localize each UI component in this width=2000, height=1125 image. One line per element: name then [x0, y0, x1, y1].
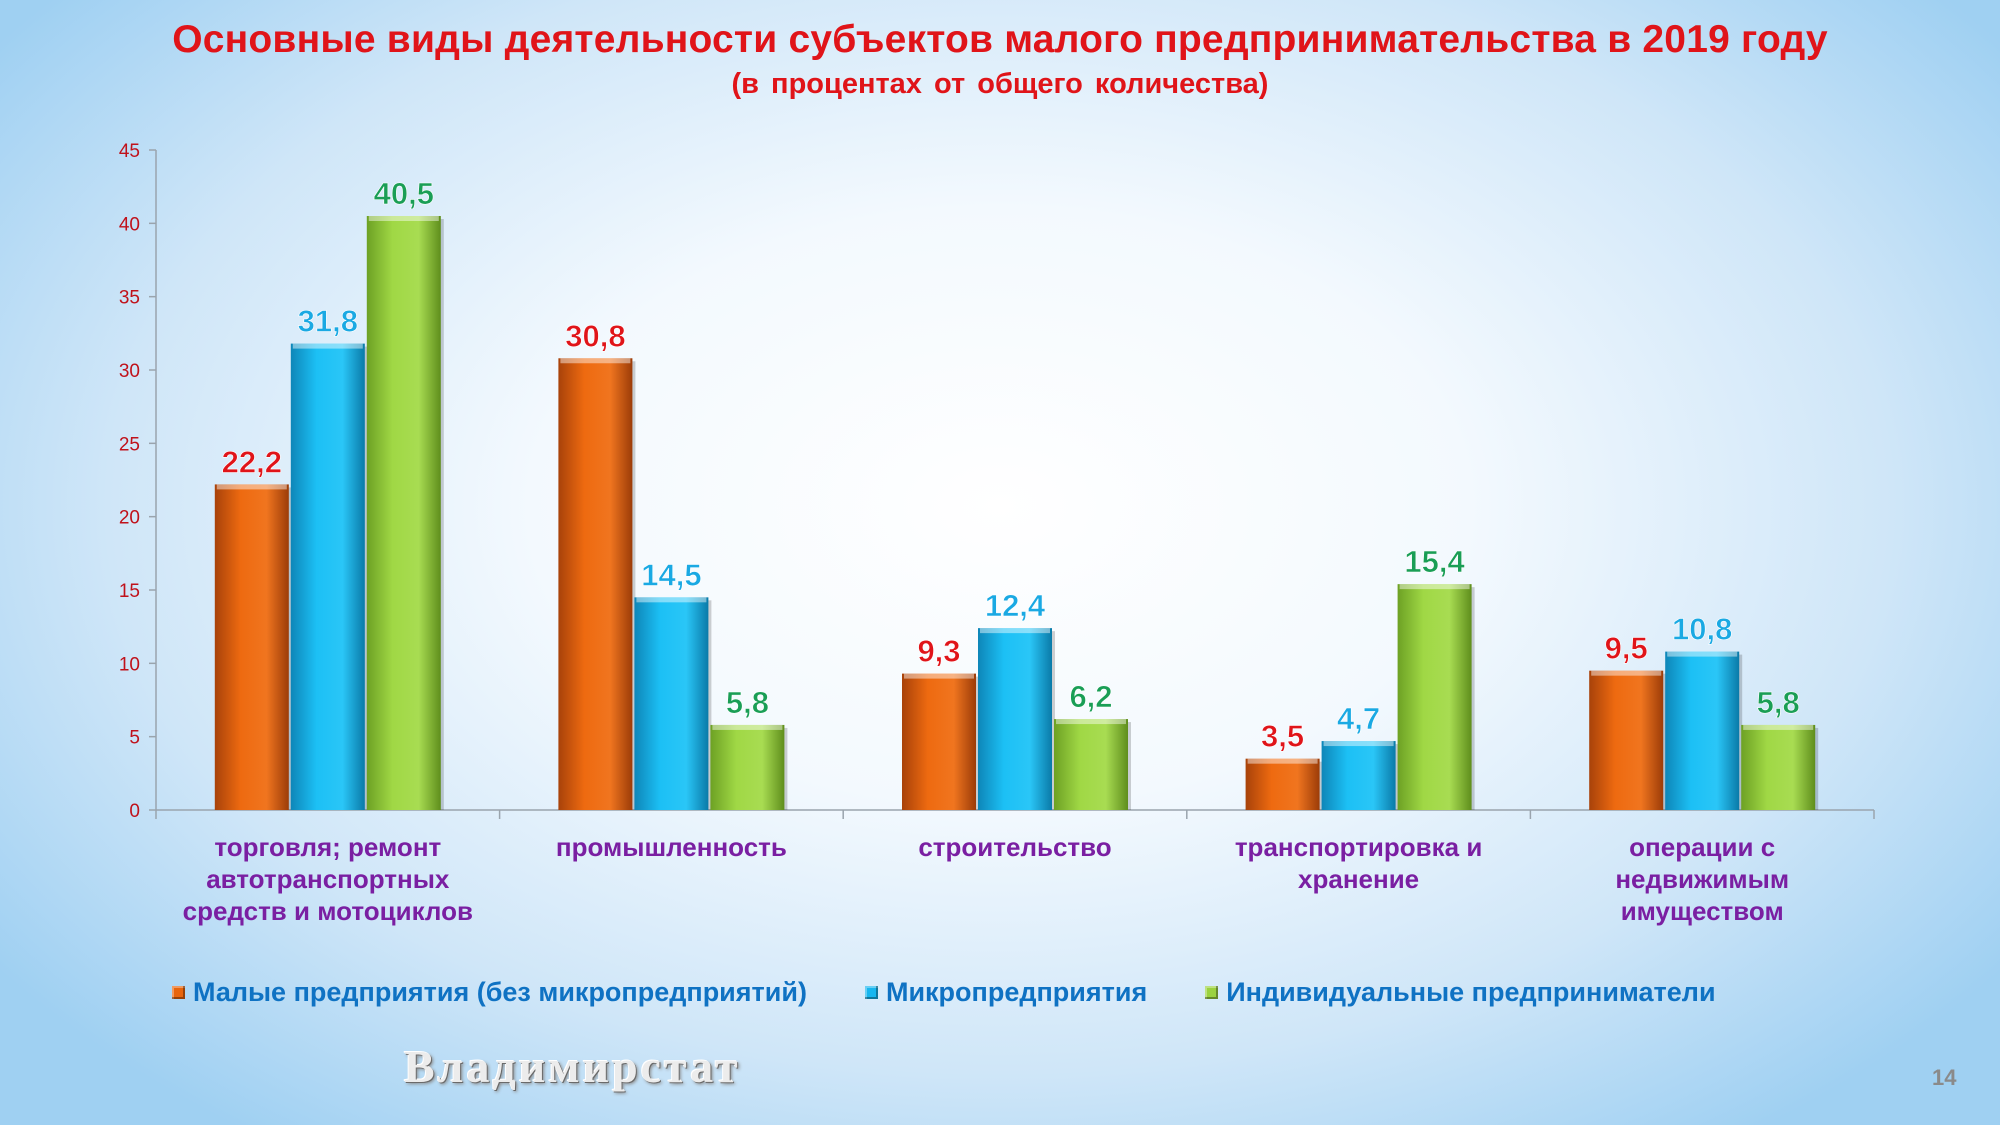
chart-title: Основные виды деятельности субъектов мал…: [172, 18, 1828, 61]
bar-top-highlight: [1743, 724, 1814, 730]
bar: [1054, 719, 1128, 810]
bar-top-highlight: [292, 343, 363, 349]
x-category-label: операции с недвижимым имуществом: [1615, 832, 1789, 926]
y-tick-label: 35: [119, 288, 140, 309]
bar-top-highlight: [560, 358, 631, 364]
bar-top-highlight: [1399, 584, 1470, 590]
bar: [1741, 724, 1816, 810]
bar-top-highlight: [1056, 719, 1126, 725]
y-tick-label: 15: [119, 581, 140, 602]
bar: [1397, 584, 1472, 810]
bar-value-label: 31,8: [298, 304, 358, 339]
bar: [1321, 741, 1396, 810]
bar: [902, 673, 976, 810]
x-category-label: строительство: [918, 832, 1111, 862]
legend-item-small-enterprises: Малые предприятия (без микропредприятий): [172, 977, 807, 1008]
x-category-label: транспортировка и хранение: [1235, 832, 1483, 894]
y-tick-label: 5: [129, 728, 140, 749]
bar-value-label: 12,4: [985, 588, 1046, 623]
bar: [558, 358, 633, 810]
bar-top-highlight: [980, 628, 1050, 634]
legend-label-micro-enterprises: Микропредприятия: [885, 976, 1148, 1007]
y-tick-label: 20: [119, 508, 140, 529]
bar-top-highlight: [368, 216, 439, 221]
bar-top-highlight: [1667, 651, 1738, 657]
legend-swatch-small-enterprises: [172, 985, 185, 999]
bar-value-label: 10,8: [1672, 612, 1732, 647]
bar: [290, 343, 365, 810]
legend-item-individual-entrepreneurs: Индивидуальные предприниматели: [1205, 976, 1716, 1008]
bar-value-label: 9,3: [917, 634, 960, 669]
bar: [1245, 758, 1320, 810]
legend-label-individual-entrepreneurs: Индивидуальные предприниматели: [1226, 976, 1716, 1007]
y-tick-label: 45: [119, 141, 140, 162]
bar: [978, 628, 1052, 810]
bar-value-label: 3,5: [1261, 719, 1304, 754]
bar-top-highlight: [904, 673, 974, 679]
y-tick-label: 10: [119, 654, 140, 675]
bar-value-label: 9,5: [1605, 631, 1648, 666]
bar-value-label: 5,8: [726, 685, 769, 720]
page-number: 14: [1932, 1065, 1957, 1090]
bar: [710, 724, 785, 810]
bar-top-highlight: [216, 484, 287, 490]
y-tick-label: 40: [119, 214, 140, 235]
bar-value-label: 22,2: [222, 444, 282, 479]
bar-value-label: 4,7: [1337, 701, 1380, 736]
bar: [366, 216, 441, 810]
bar-value-label: 15,4: [1404, 544, 1465, 579]
y-tick-label: 0: [129, 801, 140, 822]
y-tick-label: 30: [119, 361, 140, 382]
bar-top-highlight: [1591, 670, 1662, 676]
legend-label-small-enterprises: Малые предприятия (без микропредприятий): [193, 976, 807, 1007]
legend-swatch-micro-enterprises: [864, 985, 878, 999]
bar: [1589, 670, 1664, 810]
chart-subtitle: (в процентах от общего количества): [731, 68, 1269, 100]
legend-swatch-individual-entrepreneurs: [1205, 985, 1219, 999]
bar-value-label: 14,5: [641, 557, 701, 592]
bar-top-highlight: [1247, 758, 1318, 764]
watermark-logo: Владимирстат: [404, 1041, 741, 1092]
bar: [1665, 651, 1740, 810]
bar: [214, 484, 289, 810]
x-category-label: промышленность: [556, 832, 787, 862]
x-category-label: торговля; ремонт автотранспортных средств …: [183, 832, 473, 926]
bar: [634, 597, 709, 810]
bar-value-label: 6,2: [1069, 679, 1112, 714]
bar-value-label: 5,8: [1757, 685, 1800, 720]
bar-value-label: 40,5: [374, 176, 434, 211]
bar-value-label: 30,8: [565, 318, 625, 353]
bar-top-highlight: [1323, 741, 1394, 747]
bar-top-highlight: [712, 724, 783, 730]
legend: Малые предприятия (без микропредприятий)…: [172, 975, 1774, 1009]
legend-item-micro-enterprises: Микропредприятия: [864, 976, 1148, 1008]
y-tick-label: 25: [119, 434, 140, 455]
bar-top-highlight: [636, 597, 707, 603]
